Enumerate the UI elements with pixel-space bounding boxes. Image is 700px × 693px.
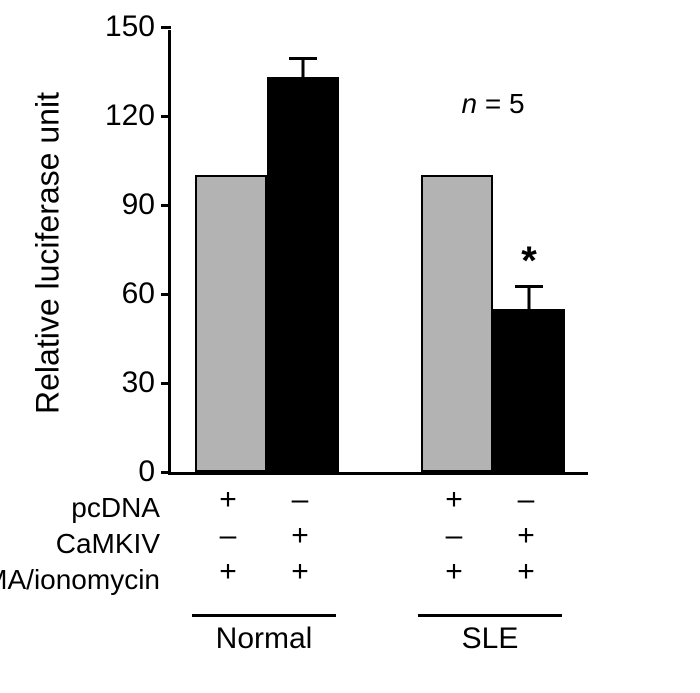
- condition-cell: +: [291, 557, 309, 587]
- bar: [493, 309, 565, 472]
- condition-cell: +: [517, 521, 535, 551]
- n-annotation-rest: = 5: [477, 88, 524, 119]
- y-tick-mark: [161, 293, 171, 296]
- bar: [267, 77, 339, 472]
- group-underline: [192, 614, 336, 617]
- y-tick-label: 150: [101, 12, 161, 42]
- error-bar-cap: [289, 57, 317, 60]
- group-label: Normal: [216, 622, 313, 656]
- y-tick-label: 60: [101, 279, 161, 309]
- y-tick: 150: [101, 12, 171, 42]
- y-tick-mark: [161, 115, 171, 118]
- condition-cell: –: [446, 521, 463, 551]
- bar: [195, 175, 267, 472]
- bar: [421, 175, 493, 472]
- error-bar: [302, 57, 305, 81]
- y-tick-mark: [161, 471, 171, 474]
- condition-cell: +: [291, 521, 309, 551]
- condition-cell: –: [220, 521, 237, 551]
- y-tick-mark: [161, 204, 171, 207]
- y-tick: 90: [101, 190, 171, 220]
- n-annotation: n = 5: [461, 88, 524, 120]
- group-underline: [418, 614, 562, 617]
- y-tick-label: 0: [101, 457, 161, 487]
- condition-row-label: PMA/ionomycin: [0, 564, 160, 596]
- error-bar-cap: [515, 285, 543, 288]
- plot-area: 0306090120150*n = 5: [168, 30, 588, 475]
- group-label: SLE: [462, 622, 519, 656]
- y-tick-mark: [161, 382, 171, 385]
- y-axis-label: Relative luciferase unit: [30, 92, 67, 414]
- error-bar: [528, 285, 531, 312]
- significance-star: *: [521, 241, 537, 281]
- condition-cell: –: [292, 485, 309, 515]
- y-tick: 60: [101, 279, 171, 309]
- y-tick: 0: [101, 457, 171, 487]
- condition-row-label: pcDNA: [71, 492, 160, 524]
- y-tick-label: 120: [101, 101, 161, 131]
- condition-cell: +: [445, 557, 463, 587]
- n-annotation-var: n: [461, 88, 477, 119]
- y-tick: 30: [101, 368, 171, 398]
- y-tick-label: 30: [101, 368, 161, 398]
- y-tick-mark: [161, 26, 171, 29]
- y-tick-label: 90: [101, 190, 161, 220]
- condition-row-label: CaMKIV: [56, 528, 160, 560]
- condition-cell: +: [219, 485, 237, 515]
- condition-cell: –: [518, 485, 535, 515]
- condition-cell: +: [445, 485, 463, 515]
- condition-cell: +: [517, 557, 535, 587]
- y-tick: 120: [101, 101, 171, 131]
- condition-cell: +: [219, 557, 237, 587]
